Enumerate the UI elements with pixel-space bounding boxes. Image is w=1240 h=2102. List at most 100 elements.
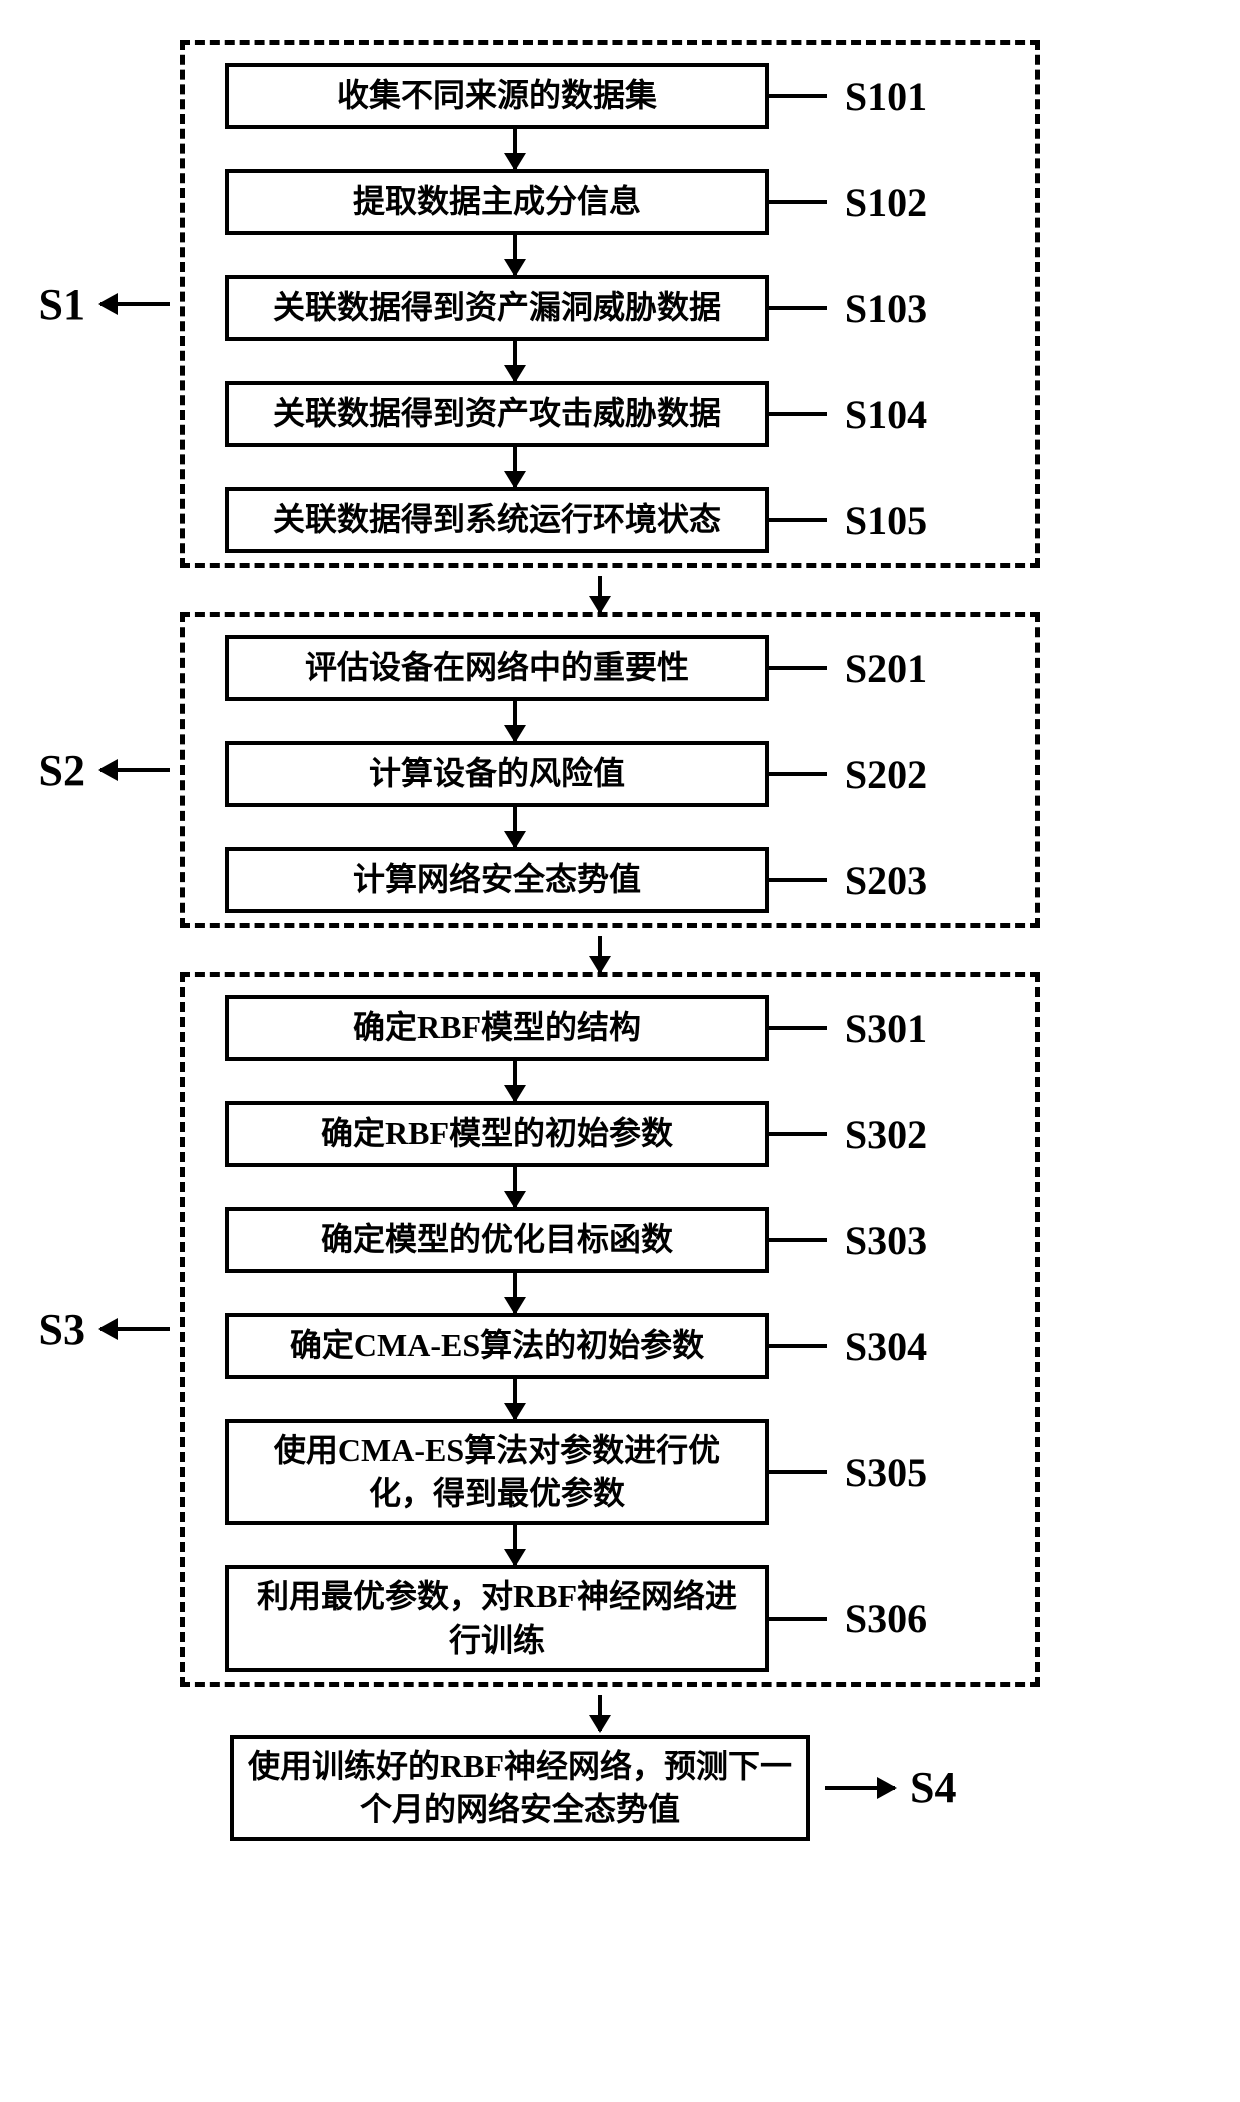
tag-col: S103	[827, 285, 995, 332]
step-box-S302: 确定RBF模型的初始参数	[225, 1101, 769, 1167]
group-row-S2: S2 评估设备在网络中的重要性 S201 计算设备的风险值 S202 计算网络安全态势值 S…	[30, 612, 1210, 928]
group-label-col: S1	[30, 279, 180, 330]
step-tag: S305	[845, 1449, 927, 1496]
arrow-wrap	[225, 235, 805, 275]
arrow-row	[225, 235, 995, 275]
tag-col: S306	[827, 1595, 995, 1642]
arrow-down-icon	[513, 341, 517, 381]
arrow-down-icon	[513, 807, 517, 847]
arrow-down-icon	[598, 936, 602, 972]
step-tag: S105	[845, 497, 927, 544]
step-row: 使用CMA-ES算法对参数进行优化，得到最优参数 S305	[225, 1419, 995, 1525]
connector-line	[769, 1344, 827, 1348]
arrow-row	[225, 1273, 995, 1313]
arrow-right-icon	[825, 1786, 895, 1790]
step-box-S201: 评估设备在网络中的重要性	[225, 635, 769, 701]
arrow-wrap	[225, 807, 805, 847]
connector-line	[769, 412, 827, 416]
connector-line	[769, 1026, 827, 1030]
arrow-row	[225, 129, 995, 169]
arrow-row	[225, 1061, 995, 1101]
arrow-wrap	[225, 1167, 805, 1207]
step-tag: S303	[845, 1217, 927, 1264]
tag-col: S304	[827, 1323, 995, 1370]
step-row: 确定CMA-ES算法的初始参数 S304	[225, 1313, 995, 1379]
step-box-S105: 关联数据得到系统运行环境状态	[225, 487, 769, 553]
arrow-left-icon	[100, 1327, 170, 1331]
step-box-S202: 计算设备的风险值	[225, 741, 769, 807]
tag-col: S302	[827, 1111, 995, 1158]
arrow-row	[225, 701, 995, 741]
step-box-S304: 确定CMA-ES算法的初始参数	[225, 1313, 769, 1379]
step-tag: S304	[845, 1323, 927, 1370]
arrow-down-icon	[513, 1273, 517, 1313]
connector-line	[769, 1132, 827, 1136]
step-box-S305: 使用CMA-ES算法对参数进行优化，得到最优参数	[225, 1419, 769, 1525]
final-row: 使用训练好的RBF神经网络，预测下一个月的网络安全态势值 S4	[30, 1735, 1210, 1841]
step-row: 关联数据得到资产攻击威胁数据 S104	[225, 381, 995, 447]
arrow-wrap	[225, 341, 805, 381]
tag-col: S102	[827, 179, 995, 226]
group-box-S1: 收集不同来源的数据集 S101 提取数据主成分信息 S102 关联数据得到资产漏洞威胁数…	[180, 40, 1040, 568]
arrow-down-icon	[513, 1167, 517, 1207]
arrow-down-icon	[513, 129, 517, 169]
group-box-S3: 确定RBF模型的结构 S301 确定RBF模型的初始参数 S302 确定模型的优化目标函…	[180, 972, 1040, 1687]
flowchart-root: S1 收集不同来源的数据集 S101 提取数据主成分信息 S102 关联数据得到资产漏洞威…	[30, 40, 1210, 1841]
step-tag: S306	[845, 1595, 927, 1642]
arrow-row	[225, 1525, 995, 1565]
arrow-down-icon	[598, 1695, 602, 1731]
connector-line	[769, 518, 827, 522]
arrow-wrap	[225, 1273, 805, 1313]
arrow-down-icon	[513, 1379, 517, 1419]
step-row: 计算网络安全态势值 S203	[225, 847, 995, 913]
step-box-S101: 收集不同来源的数据集	[225, 63, 769, 129]
tag-col: S203	[827, 857, 995, 904]
step-box-S306: 利用最优参数，对RBF神经网络进行训练	[225, 1565, 769, 1671]
step-row: 评估设备在网络中的重要性 S201	[225, 635, 995, 701]
group-label: S3	[39, 1304, 85, 1355]
group-label: S2	[39, 745, 85, 796]
step-row: 确定RBF模型的初始参数 S302	[225, 1101, 995, 1167]
step-tag: S104	[845, 391, 927, 438]
final-tag: S4	[910, 1762, 956, 1813]
step-tag: S101	[845, 73, 927, 120]
step-tag: S302	[845, 1111, 927, 1158]
arrow-row	[225, 1167, 995, 1207]
step-tag: S202	[845, 751, 927, 798]
group-label-col: S3	[30, 1304, 180, 1355]
step-row: 确定模型的优化目标函数S303	[225, 1207, 995, 1273]
arrow-wrap	[225, 701, 805, 741]
step-box-S203: 计算网络安全态势值	[225, 847, 769, 913]
connector-line	[769, 94, 827, 98]
step-row: 关联数据得到资产漏洞威胁数据 S103	[225, 275, 995, 341]
tag-col: S301	[827, 1005, 995, 1052]
arrow-down-icon	[513, 701, 517, 741]
tag-col: S303	[827, 1217, 995, 1264]
group-box-S2: 评估设备在网络中的重要性 S201 计算设备的风险值 S202 计算网络安全态势值 S20…	[180, 612, 1040, 928]
gap-arrow-row	[270, 576, 1130, 612]
step-box-S4: 使用训练好的RBF神经网络，预测下一个月的网络安全态势值	[230, 1735, 810, 1841]
arrow-row	[225, 1379, 995, 1419]
step-box-S102: 提取数据主成分信息	[225, 169, 769, 235]
arrow-wrap	[225, 447, 805, 487]
arrow-down-icon	[598, 576, 602, 612]
step-box-S104: 关联数据得到资产攻击威胁数据	[225, 381, 769, 447]
tag-col: S105	[827, 497, 995, 544]
step-row: 利用最优参数，对RBF神经网络进行训练 S306	[225, 1565, 995, 1671]
connector-line	[769, 772, 827, 776]
tag-col: S201	[827, 645, 995, 692]
arrow-row	[225, 447, 995, 487]
step-box-S301: 确定RBF模型的结构	[225, 995, 769, 1061]
step-row: 计算设备的风险值 S202	[225, 741, 995, 807]
step-tag: S203	[845, 857, 927, 904]
gap-arrow-row	[270, 936, 1130, 972]
step-box-S103: 关联数据得到资产漏洞威胁数据	[225, 275, 769, 341]
connector-line	[769, 878, 827, 882]
arrow-left-icon	[100, 768, 170, 772]
connector-line	[769, 1470, 827, 1474]
arrow-wrap	[225, 129, 805, 169]
group-label: S1	[39, 279, 85, 330]
arrow-wrap	[310, 936, 890, 972]
arrow-down-icon	[513, 1525, 517, 1565]
step-tag: S103	[845, 285, 927, 332]
